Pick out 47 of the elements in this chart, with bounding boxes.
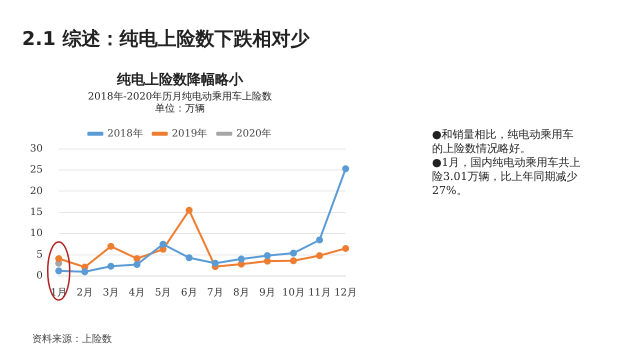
point: [342, 244, 350, 252]
legend-label: 2018年: [107, 127, 143, 140]
point: [264, 258, 271, 265]
point: [107, 242, 114, 250]
point: [290, 250, 297, 257]
point: [55, 267, 62, 274]
y-tick-label: 5: [36, 249, 43, 260]
point: [342, 165, 350, 172]
point: [316, 236, 324, 244]
text: 单位：万辆: [155, 102, 205, 114]
text: 2.1 综述：纯电上险数下跌相对少: [22, 27, 310, 52]
point: [212, 260, 219, 267]
y-tick-label: 15: [30, 206, 43, 218]
point: [186, 206, 193, 214]
point: [186, 254, 193, 262]
x-tick-label: 12月: [334, 288, 358, 299]
y-tick-label: 30: [30, 143, 43, 154]
x-tick-label: 3月: [102, 288, 120, 299]
x-tick-label: 2月: [76, 288, 93, 299]
x-tick-label: 11月: [308, 288, 331, 299]
x-tick-label: 10月: [282, 288, 305, 299]
y-tick-label: 0: [36, 270, 43, 282]
point: [81, 268, 88, 276]
x-tick-label: 6月: [180, 288, 198, 299]
text: 资料来源：上险数: [32, 332, 112, 346]
x-tick-label: 4月: [128, 288, 146, 299]
point: [160, 240, 167, 248]
point: [238, 256, 245, 263]
x-tick-label: 8月: [233, 288, 250, 299]
point: [55, 255, 62, 262]
point: [133, 261, 140, 268]
point: [107, 262, 114, 270]
point: [264, 252, 271, 260]
point: [133, 255, 140, 262]
x-tick-label: 5月: [154, 288, 172, 299]
legend-label: 2019年: [172, 127, 208, 140]
y-tick-label: 25: [30, 164, 43, 176]
legend-label: 2020年: [236, 127, 272, 140]
text: ●和销量相比，纯电动乘用车的上险数情况略好。 ●1月，国内纯电动乘用车共上险3.01万辆，比上年同期减少27%。: [432, 128, 582, 198]
y-tick-label: 10: [30, 228, 43, 240]
chart-title: 纯电上险数降幅略小: [116, 72, 244, 88]
point: [316, 252, 324, 260]
point: [290, 257, 297, 264]
x-tick-label: 7月: [207, 288, 224, 299]
x-tick-label: 9月: [259, 288, 276, 299]
chart-subtitle: 2018年-2020年历月纯电动乘用车上险数: [88, 90, 272, 102]
y-tick-label: 20: [30, 186, 43, 197]
